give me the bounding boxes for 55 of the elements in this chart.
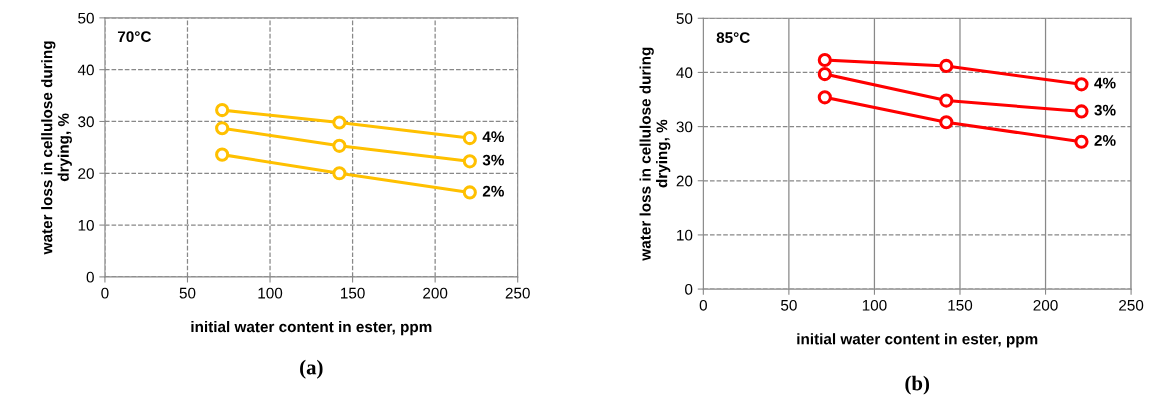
y-axis-title: water loss in cellulose during drying, %	[41, 41, 72, 255]
series-label: 3%	[1094, 104, 1116, 116]
x-tick-label: 250	[505, 287, 530, 299]
x-tick-label: 0	[101, 287, 109, 299]
x-tick-label: 250	[1119, 299, 1144, 311]
series-label: 2%	[482, 185, 504, 197]
point	[817, 52, 832, 68]
x-tick-label: 50	[179, 287, 196, 299]
point	[215, 102, 230, 118]
y-tick-label: 10	[677, 229, 693, 241]
point	[817, 90, 832, 105]
y-tick-label: 40	[676, 67, 693, 79]
x-tick-label: 200	[423, 287, 448, 299]
text: (b)	[905, 375, 930, 395]
series-label: 4%	[1094, 77, 1116, 89]
point	[215, 147, 230, 162]
y-tick-label: 0	[86, 271, 94, 283]
point	[462, 130, 477, 146]
text: (a)	[300, 359, 323, 379]
point	[939, 115, 954, 130]
point	[332, 138, 347, 153]
point	[817, 66, 832, 82]
point	[939, 58, 954, 74]
x-tick-label: 0	[699, 299, 707, 311]
x-axis-title: initial water content in ester, ppm	[191, 320, 432, 336]
x-tick-label: 50	[781, 299, 797, 311]
x-tick-label: 200	[1033, 299, 1058, 311]
y-tick-label: 20	[78, 168, 94, 179]
x-tick-label: 100	[862, 299, 887, 311]
y-tick-label: 50	[676, 13, 693, 24]
point	[1074, 77, 1089, 92]
x-tick-label: 150	[341, 287, 365, 299]
y-tick-label: 30	[78, 116, 94, 128]
point	[462, 185, 477, 200]
y-tick-label: 50	[78, 12, 94, 24]
annotation: 85°C	[716, 32, 750, 44]
x-tick-label: 100	[258, 287, 283, 299]
point	[332, 115, 347, 130]
y-axis-title: water loss in cellulose during drying, %	[639, 47, 671, 261]
point	[939, 93, 954, 108]
x-axis-title: initial water content in ester, ppm	[797, 333, 1038, 348]
series-label: 2%	[1094, 135, 1116, 146]
point	[215, 121, 230, 136]
point	[462, 154, 477, 169]
y-tick-label: 20	[676, 175, 693, 187]
annotation: 70°C	[117, 31, 152, 43]
y-tick-label: 30	[676, 121, 693, 133]
y-tick-label: 10	[78, 219, 94, 231]
series-label: 3%	[482, 154, 504, 166]
point	[332, 166, 347, 181]
point	[1074, 104, 1089, 119]
y-tick-label: 40	[77, 64, 94, 76]
series-label: 4%	[482, 131, 504, 143]
x-tick-label: 150	[948, 299, 973, 311]
point	[1074, 134, 1089, 149]
